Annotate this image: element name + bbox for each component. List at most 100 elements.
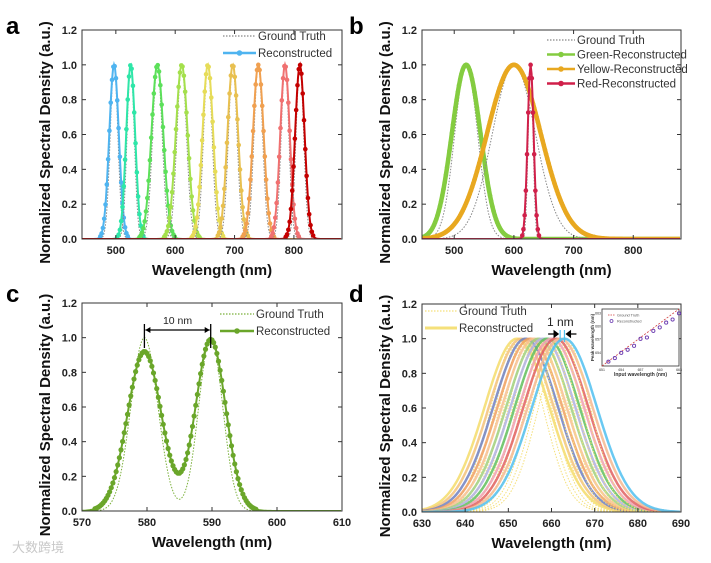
y-tick-label: 0.2 <box>402 472 417 484</box>
data-point <box>201 353 207 359</box>
data-point <box>490 204 495 209</box>
data-point <box>144 195 150 201</box>
data-point <box>217 367 223 373</box>
data-point <box>309 229 315 235</box>
data-point <box>154 386 160 392</box>
data-point <box>541 142 547 148</box>
data-point <box>434 216 439 222</box>
panel-letter-c: c <box>6 281 19 308</box>
data-point <box>292 216 298 222</box>
data-point <box>287 128 292 134</box>
data-point <box>437 204 443 209</box>
x-tick-label: 680 <box>629 518 647 530</box>
legend-label: Green-Reconstructed <box>577 50 687 62</box>
x-tick-label: 700 <box>564 245 582 257</box>
data-point <box>543 151 549 157</box>
inset-data-point <box>606 359 611 364</box>
data-point <box>107 128 112 134</box>
data-point <box>211 145 217 150</box>
data-point <box>176 84 181 90</box>
data-point <box>194 215 200 220</box>
legend-marker <box>234 328 240 334</box>
data-point <box>300 91 306 96</box>
data-point <box>159 102 164 107</box>
y-tick-label: 1.0 <box>402 60 417 72</box>
data-point <box>240 204 245 210</box>
data-point <box>545 156 550 162</box>
x-tick-label: 660 <box>542 518 560 530</box>
data-point <box>163 169 168 175</box>
data-point <box>308 222 313 228</box>
data-point <box>185 450 191 456</box>
x-tick-label: 700 <box>225 245 243 257</box>
data-point <box>475 165 481 170</box>
data-point <box>99 231 104 236</box>
x-axis-label: Wavelength (nm) <box>152 534 272 551</box>
data-point <box>547 165 553 170</box>
data-point <box>535 226 541 232</box>
data-point <box>486 186 492 192</box>
data-point <box>448 139 453 145</box>
data-point <box>456 82 462 88</box>
data-point <box>310 233 316 238</box>
data-point <box>531 151 537 157</box>
data-point <box>129 384 135 390</box>
data-point <box>535 119 541 124</box>
chart-panel-a: 500 600 700 800 0.0 0.2 0.4 0.6 0.8 1.0 1.2 Wavelen… <box>37 21 343 279</box>
data-point <box>492 101 498 107</box>
data-point <box>220 388 226 394</box>
data-point <box>284 232 290 237</box>
data-point <box>484 172 489 178</box>
data-point <box>279 98 285 103</box>
series-line <box>422 337 680 512</box>
data-point <box>161 147 167 153</box>
y-tick-label: 0.2 <box>402 199 417 211</box>
legend-label: Ground Truth <box>577 35 645 47</box>
data-point <box>194 391 200 398</box>
data-point <box>195 202 201 207</box>
data-point <box>485 128 490 134</box>
chart-panel-c: 570 580 590 600 610 0.0 0.2 0.4 0.6 0.8 1.0 1.2 Wave… <box>37 294 351 551</box>
data-point <box>482 138 488 143</box>
data-point <box>246 196 252 202</box>
data-point <box>280 75 286 81</box>
data-point <box>191 413 197 419</box>
x-tick-label: 800 <box>285 245 303 257</box>
data-point <box>155 62 161 68</box>
data-point <box>207 75 213 81</box>
data-point <box>222 399 228 405</box>
data-point <box>114 98 120 103</box>
data-point <box>447 148 452 154</box>
inset-legend-marker <box>609 319 614 323</box>
data-point <box>472 177 477 182</box>
data-point <box>233 93 239 98</box>
data-point <box>123 420 129 427</box>
legend-item: Ground Truth <box>223 31 326 43</box>
data-point <box>534 213 539 218</box>
data-point <box>484 133 489 139</box>
legend-label: Reconstructed <box>256 326 330 338</box>
data-point <box>457 77 463 82</box>
data-point <box>141 225 146 231</box>
data-point <box>113 469 119 475</box>
y-axis-label: Normalized Spectral Density (a.u.) <box>377 21 394 264</box>
data-point <box>455 89 461 95</box>
data-point <box>162 430 168 436</box>
data-point <box>130 83 136 89</box>
data-point <box>120 204 125 210</box>
data-point <box>108 100 114 105</box>
data-point <box>469 184 475 190</box>
data-point <box>235 117 240 122</box>
x-tick-label: 640 <box>456 518 474 530</box>
data-point <box>478 156 483 162</box>
data-point <box>474 105 480 110</box>
y-tick-label: 0.8 <box>62 367 77 379</box>
data-point <box>536 233 542 238</box>
data-point <box>486 124 492 129</box>
data-point <box>134 170 140 175</box>
data-point <box>143 209 149 214</box>
inset-data-point <box>625 347 630 352</box>
data-point <box>444 165 450 170</box>
data-point <box>474 169 480 174</box>
